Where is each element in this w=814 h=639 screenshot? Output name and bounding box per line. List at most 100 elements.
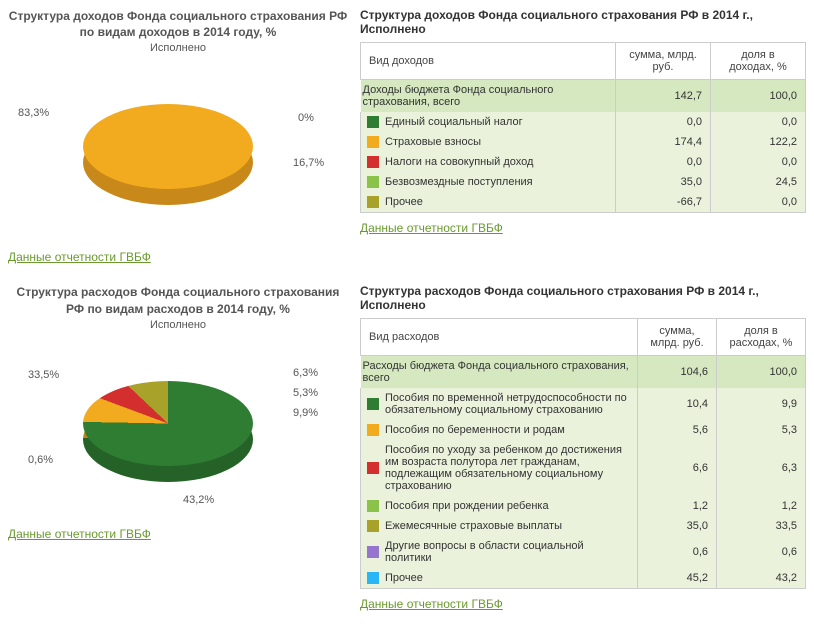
row-sum: 0,0 [616,152,711,172]
income-col-name: Вид доходов [361,43,616,80]
row-name: Пособия по уходу за ребенком до достижен… [383,440,638,496]
row-share: 0,0 [711,112,806,132]
total-share: 100,0 [711,80,806,113]
income-chart-title: Структура доходов Фонда социального стра… [8,8,348,40]
row-sum: 6,6 [638,440,717,496]
income-table: Вид доходов сумма, млрд. руб. доля в дох… [360,42,806,213]
table-row: Прочее45,243,2 [361,568,806,589]
table-row: Единый социальный налог0,00,0 [361,112,806,132]
row-sum: 0,0 [616,112,711,132]
expense-table: Вид расходов сумма, млрд. руб. доля в ра… [360,318,806,589]
income-col-share: доля в доходах, % [711,43,806,80]
expense-pie-chart: 33,5% 0,6% 6,3% 5,3% 9,9% 43,2% [8,339,348,519]
row-name: Пособия по беременности и родам [383,420,638,440]
row-sum: 35,0 [616,172,711,192]
table-row: Ежемесячные страховые выплаты35,033,5 [361,516,806,536]
expense-table-title: Структура расходов Фонда социального стр… [360,284,806,312]
pie-label: 0,6% [28,454,53,466]
expense-col-sum: сумма, млрд. руб. [638,319,717,356]
color-swatch-icon [367,462,379,474]
expense-chart-panel: Структура расходов Фонда социального стр… [8,284,348,611]
row-share: 9,9 [717,388,806,420]
income-table-panel: Структура доходов Фонда социального стра… [360,8,806,264]
row-share: 122,2 [711,132,806,152]
table-row: Пособия по беременности и родам5,65,3 [361,420,806,440]
table-row: Пособия по уходу за ребенком до достижен… [361,440,806,496]
table-total-row: Расходы бюджета Фонда социального страхо… [361,356,806,389]
color-swatch-icon [367,398,379,410]
total-name: Доходы бюджета Фонда социального страхов… [361,80,616,113]
table-row: Пособия при рождении ребенка1,21,2 [361,496,806,516]
expense-chart-subtitle: Исполнено [8,319,348,331]
row-name: Ежемесячные страховые выплаты [383,516,638,536]
expense-section: Структура расходов Фонда социального стр… [8,284,806,611]
row-name: Пособия при рождении ребенка [383,496,638,516]
row-sum: 35,0 [638,516,717,536]
row-share: 43,2 [717,568,806,589]
row-name: Прочее [383,568,638,589]
color-swatch-icon [367,156,379,168]
color-swatch-icon [367,546,379,558]
expense-chart-link[interactable]: Данные отчетности ГВБФ [8,527,151,541]
row-share: 33,5 [717,516,806,536]
color-swatch-icon [367,136,379,148]
expense-chart-title: Структура расходов Фонда социального стр… [8,284,348,316]
pie-label: 43,2% [183,494,214,506]
table-total-row: Доходы бюджета Фонда социального страхов… [361,80,806,113]
income-chart-link[interactable]: Данные отчетности ГВБФ [8,250,151,264]
row-name: Прочее [383,192,616,213]
row-sum: 0,6 [638,536,717,568]
table-row: Пособия по временной нетрудоспособности … [361,388,806,420]
pie-label: 33,5% [28,369,59,381]
table-row: Прочее-66,70,0 [361,192,806,213]
pie-label: 0% [298,112,314,124]
expense-col-share: доля в расходах, % [717,319,806,356]
total-sum: 142,7 [616,80,711,113]
row-sum: -66,7 [616,192,711,213]
row-sum: 1,2 [638,496,717,516]
row-share: 5,3 [717,420,806,440]
income-chart-panel: Структура доходов Фонда социального стра… [8,8,348,264]
table-row: Безвозмездные поступления35,024,5 [361,172,806,192]
pie-label: 5,3% [293,387,318,399]
row-share: 0,0 [711,192,806,213]
row-share: 0,6 [717,536,806,568]
row-sum: 5,6 [638,420,717,440]
income-table-title: Структура доходов Фонда социального стра… [360,8,806,36]
expense-table-panel: Структура расходов Фонда социального стр… [360,284,806,611]
row-sum: 45,2 [638,568,717,589]
row-sum: 10,4 [638,388,717,420]
total-share: 100,0 [717,356,806,389]
color-swatch-icon [367,520,379,532]
pie-label: 6,3% [293,367,318,379]
income-table-link[interactable]: Данные отчетности ГВБФ [360,221,503,235]
row-name: Страховые взносы [383,132,616,152]
row-name: Налоги на совокупный доход [383,152,616,172]
table-row: Налоги на совокупный доход0,00,0 [361,152,806,172]
color-swatch-icon [367,572,379,584]
row-name: Другие вопросы в области социальной поли… [383,536,638,568]
row-share: 0,0 [711,152,806,172]
total-sum: 104,6 [638,356,717,389]
total-name: Расходы бюджета Фонда социального страхо… [361,356,638,389]
income-chart-subtitle: Исполнено [8,42,348,54]
color-swatch-icon [367,424,379,436]
expense-table-link[interactable]: Данные отчетности ГВБФ [360,597,503,611]
pie-label: 9,9% [293,407,318,419]
income-pie-chart: 83,3% 0% 16,7% [8,62,348,242]
row-name: Безвозмездные поступления [383,172,616,192]
row-share: 1,2 [717,496,806,516]
expense-col-name: Вид расходов [361,319,638,356]
row-sum: 174,4 [616,132,711,152]
color-swatch-icon [367,500,379,512]
row-name: Пособия по временной нетрудоспособности … [383,388,638,420]
pie-label: 83,3% [18,107,49,119]
row-share: 6,3 [717,440,806,496]
pie-label: 16,7% [293,157,324,169]
table-row: Страховые взносы174,4122,2 [361,132,806,152]
table-row: Другие вопросы в области социальной поли… [361,536,806,568]
color-swatch-icon [367,116,379,128]
color-swatch-icon [367,176,379,188]
income-section: Структура доходов Фонда социального стра… [8,8,806,264]
income-col-sum: сумма, млрд. руб. [616,43,711,80]
